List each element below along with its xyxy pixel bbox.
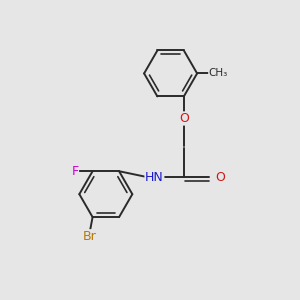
Text: Br: Br xyxy=(83,230,97,243)
Text: O: O xyxy=(215,171,225,184)
Text: O: O xyxy=(179,112,189,125)
Text: HN: HN xyxy=(145,171,164,184)
Text: F: F xyxy=(71,165,79,178)
Text: CH₃: CH₃ xyxy=(209,68,228,78)
